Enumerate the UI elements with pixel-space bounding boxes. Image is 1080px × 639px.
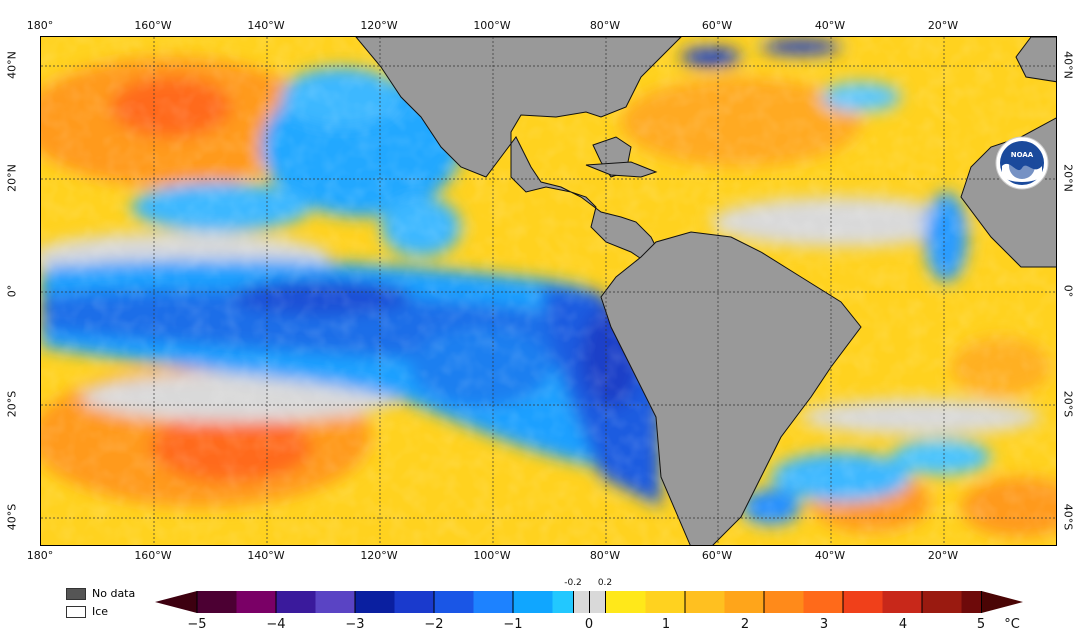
colorbar-tick-neg02: -0.2 [564,578,582,588]
lon-label-top: 100°W [473,19,511,32]
colorbar-ticks [196,591,982,613]
lon-label-bottom: 40°W [814,549,846,562]
colorbar-tick-pos02: 0.2 [597,578,613,588]
ice-swatch [66,605,86,618]
lon-label-bottom: 180° [26,549,54,562]
ice-label: Ice [92,605,109,618]
lat-label-left: 0° [5,284,19,298]
legend-no-data: No data [66,587,135,600]
lon-label-top: 160°W [134,19,172,32]
lat-label-right: 40°N [1061,51,1075,79]
lon-label-top: 180° [26,19,54,32]
colorbar-unit-label: °C [1004,617,1020,632]
graticule [41,37,1056,545]
colorbar-tick-label: 5 [976,617,986,632]
lat-label-left: 40°S [5,503,19,531]
colorbar-tick-label: 4 [898,617,908,632]
lon-label-bottom: 120°W [360,549,398,562]
lon-label-top: 20°W [927,19,959,32]
texture-overlay [41,37,1056,545]
colorbar-tick-label: 2 [740,617,750,632]
lon-label-bottom: 60°W [701,549,733,562]
colorbar-tick-label: −3 [345,617,365,632]
colorbar [155,591,1023,613]
lat-label-right: 40°S [1061,503,1075,531]
lat-label-right: 0° [1061,284,1075,298]
lon-label-bottom: 80°W [589,549,621,562]
lon-label-bottom: 20°W [927,549,959,562]
noaa-logo-icon: NOAA [995,136,1049,190]
no-data-label: No data [92,587,136,600]
colorbar-right-arrow [981,591,1023,613]
lon-label-bottom: 140°W [247,549,285,562]
lat-label-left: 20°S [5,390,19,418]
map-canvas [41,37,1056,545]
lon-label-bottom: 100°W [473,549,511,562]
colorbar-tick-label: 3 [819,617,829,632]
lat-label-right: 20°S [1061,390,1075,418]
colorbar-tick-label: 0 [584,617,594,632]
lon-label-top: 120°W [360,19,398,32]
lat-label-right: 20°N [1061,164,1075,192]
colorbar-bins [197,591,982,613]
lat-label-left: 40°N [5,51,19,79]
colorbar-tick-label: −1 [503,617,523,632]
no-data-swatch [66,587,86,600]
lon-label-top: 60°W [701,19,733,32]
colorbar-tick-label: −2 [424,617,444,632]
lon-label-top: 40°W [814,19,846,32]
colorbar-tick-label: −5 [187,617,207,632]
colorbar-tick-label: 1 [661,617,671,632]
legend-ice: Ice [66,605,108,618]
lon-label-top: 80°W [589,19,621,32]
sst-anomaly-map [40,36,1057,546]
colorbar-left-arrow [155,591,197,613]
lon-label-top: 140°W [247,19,285,32]
lat-label-left: 20°N [5,164,19,192]
noaa-logo-text: NOAA [1011,151,1034,159]
colorbar-tick-label: −4 [266,617,286,632]
lon-label-bottom: 160°W [134,549,172,562]
